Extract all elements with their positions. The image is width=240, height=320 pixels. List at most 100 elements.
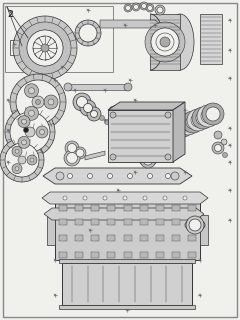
Ellipse shape [64, 83, 72, 91]
Circle shape [27, 155, 37, 165]
Circle shape [44, 95, 58, 109]
Circle shape [32, 96, 44, 108]
Circle shape [25, 127, 35, 137]
Bar [59, 219, 67, 225]
Bar [107, 235, 115, 241]
Circle shape [165, 112, 171, 118]
Circle shape [143, 196, 147, 200]
Circle shape [127, 173, 132, 179]
Bar [140, 205, 148, 211]
Bar [172, 219, 180, 225]
Circle shape [80, 100, 96, 116]
Circle shape [29, 88, 35, 94]
Bar [107, 219, 115, 225]
Ellipse shape [135, 106, 153, 115]
Polygon shape [43, 168, 192, 184]
Bar [124, 252, 132, 258]
Bar [140, 219, 148, 225]
Circle shape [215, 145, 222, 151]
Circle shape [77, 97, 88, 108]
Circle shape [124, 4, 132, 12]
Circle shape [84, 103, 92, 113]
Circle shape [123, 196, 127, 200]
Bar [156, 219, 164, 225]
Circle shape [24, 127, 29, 132]
Ellipse shape [185, 219, 205, 231]
Circle shape [157, 7, 163, 13]
Bar [156, 252, 164, 258]
Circle shape [19, 22, 71, 74]
Bar [172, 235, 180, 241]
Circle shape [214, 131, 222, 139]
Polygon shape [85, 151, 105, 160]
Circle shape [156, 33, 174, 51]
Bar [55, 200, 200, 260]
Circle shape [15, 149, 19, 153]
Ellipse shape [166, 14, 194, 70]
Bar [172, 252, 180, 258]
Bar [75, 219, 83, 225]
Circle shape [162, 148, 168, 156]
Circle shape [163, 196, 167, 200]
Circle shape [201, 109, 215, 123]
Bar [59, 305, 195, 309]
Circle shape [10, 74, 66, 130]
Circle shape [191, 113, 205, 127]
Circle shape [182, 111, 204, 133]
Circle shape [167, 150, 177, 160]
Circle shape [186, 115, 200, 129]
Circle shape [64, 150, 80, 166]
Circle shape [27, 30, 63, 66]
Circle shape [196, 111, 210, 125]
Bar [156, 235, 164, 241]
Bar [124, 235, 132, 241]
Bar [172, 205, 180, 211]
Circle shape [151, 28, 179, 56]
Circle shape [148, 143, 162, 157]
Circle shape [90, 110, 97, 117]
Bar [91, 205, 99, 211]
Circle shape [22, 140, 26, 145]
Circle shape [76, 149, 84, 157]
Circle shape [73, 93, 91, 111]
Circle shape [12, 146, 22, 156]
Circle shape [104, 119, 109, 124]
Circle shape [151, 146, 159, 154]
Circle shape [171, 121, 185, 135]
Circle shape [221, 139, 227, 145]
Circle shape [192, 107, 214, 129]
Circle shape [155, 5, 165, 15]
Circle shape [22, 119, 26, 124]
Circle shape [18, 116, 30, 128]
Bar [108, 110, 173, 162]
Circle shape [15, 167, 19, 171]
Ellipse shape [124, 83, 132, 91]
Circle shape [189, 219, 201, 231]
Circle shape [63, 196, 67, 200]
Circle shape [67, 173, 72, 179]
Bar [188, 252, 196, 258]
Circle shape [5, 107, 55, 157]
Polygon shape [200, 215, 208, 245]
Bar [200, 14, 222, 64]
Polygon shape [118, 106, 170, 115]
Bar [156, 205, 164, 211]
Circle shape [142, 4, 146, 9]
Circle shape [197, 105, 219, 127]
Circle shape [40, 130, 44, 134]
Circle shape [167, 117, 189, 139]
Bar [91, 219, 99, 225]
Bar [124, 205, 132, 211]
Circle shape [10, 112, 50, 152]
Circle shape [18, 136, 30, 148]
Circle shape [18, 156, 26, 164]
Circle shape [79, 24, 97, 42]
Circle shape [132, 3, 140, 11]
Circle shape [33, 36, 57, 60]
Bar [107, 252, 115, 258]
Bar [59, 235, 67, 241]
Bar [124, 219, 132, 225]
Bar [59, 252, 67, 258]
Circle shape [177, 113, 199, 135]
Circle shape [202, 103, 224, 125]
